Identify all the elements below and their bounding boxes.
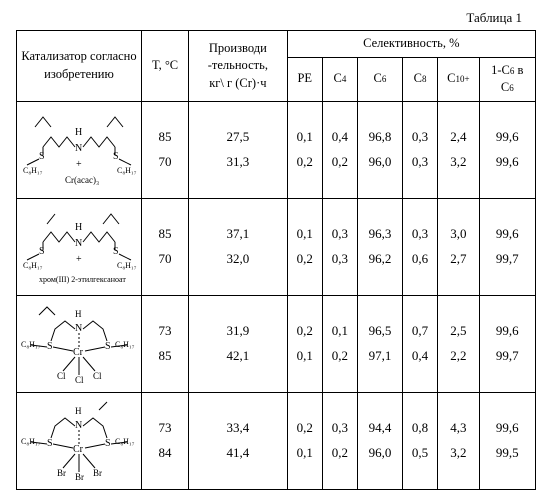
svg-text:N: N <box>75 143 82 154</box>
svg-text:S: S <box>105 438 111 449</box>
svg-text:N: N <box>75 323 82 334</box>
table-row: H N S S C₈H₁₇ C₈H₁₇ + хром(III) 2-этилге… <box>17 198 536 295</box>
cell-t: 8570 <box>142 198 189 295</box>
svg-text:C₈H₁₇: C₈H₁₇ <box>23 166 43 175</box>
svg-text:H: H <box>75 309 82 319</box>
cell-c4: 0,30,3 <box>322 198 357 295</box>
svg-text:S: S <box>47 341 53 352</box>
svg-text:C₈H₁₇: C₈H₁₇ <box>117 261 137 270</box>
svg-text:S: S <box>39 246 45 257</box>
svg-text:N: N <box>75 420 82 431</box>
col-c10: C10+ <box>438 57 479 101</box>
cell-c8: 0,30,6 <box>402 198 437 295</box>
cell-t: 8570 <box>142 101 189 198</box>
cell-prod: 27,531,3 <box>189 101 288 198</box>
svg-text:C₈H₁₇: C₈H₁₇ <box>23 261 43 270</box>
catalyst-structure-1: H N S S C₈H₁₇ C₈H₁₇ + Cr(acac)₃ <box>17 101 142 198</box>
svg-text:H: H <box>75 222 82 233</box>
cell-prod: 37,132,0 <box>189 198 288 295</box>
svg-text:Br: Br <box>57 468 66 478</box>
svg-text:Cl: Cl <box>75 375 84 385</box>
cell-c6f: 99,699,7 <box>479 198 535 295</box>
cell-c6: 96,597,1 <box>357 295 402 392</box>
svg-text:S: S <box>39 151 45 162</box>
col-pe: PE <box>287 57 322 101</box>
cell-c10: 2,43,2 <box>438 101 479 198</box>
svg-text:+: + <box>76 159 82 170</box>
svg-text:C₈H₁₇: C₈H₁₇ <box>21 437 41 446</box>
col-temp: T, °C <box>142 31 189 102</box>
col-c4: C4 <box>322 57 357 101</box>
table-caption: Таблица 1 <box>10 10 522 26</box>
svg-text:S: S <box>113 246 119 257</box>
svg-text:C₈H₁₇: C₈H₁₇ <box>117 166 137 175</box>
cr-ethylhex-label: хром(III) 2-этилгексаноат <box>39 275 126 284</box>
cell-c6: 94,496,0 <box>357 392 402 489</box>
table-row: H N S S Cr C₈H₁₇ C₈H₁₇ Br Br Br 7384 33,… <box>17 392 536 489</box>
col-catalyst: Катализатор согласно изобретению <box>17 31 142 102</box>
cell-c8: 0,30,3 <box>402 101 437 198</box>
svg-text:Cr: Cr <box>73 444 84 455</box>
cell-pe: 0,10,2 <box>287 198 322 295</box>
svg-text:C₈H₁₇: C₈H₁₇ <box>115 340 135 349</box>
cell-c10: 3,02,7 <box>438 198 479 295</box>
table-row: H N S S Cr C₈H₁₇ C₈H₁₇ Cl Cl Cl 7385 31,… <box>17 295 536 392</box>
col-c6: C6 <box>357 57 402 101</box>
cell-c10: 2,52,2 <box>438 295 479 392</box>
svg-text:S: S <box>105 341 111 352</box>
cell-pe: 0,20,1 <box>287 392 322 489</box>
catalyst-structure-3: H N S S Cr C₈H₁₇ C₈H₁₇ Cl Cl Cl <box>17 295 142 392</box>
cell-prod: 33,441,4 <box>189 392 288 489</box>
svg-text:H: H <box>75 127 82 138</box>
cell-c6: 96,396,2 <box>357 198 402 295</box>
cell-t: 7384 <box>142 392 189 489</box>
cell-t: 7385 <box>142 295 189 392</box>
cell-c4: 0,40,2 <box>322 101 357 198</box>
cell-pe: 0,10,2 <box>287 101 322 198</box>
cell-c4: 0,10,2 <box>322 295 357 392</box>
cell-c10: 4,33,2 <box>438 392 479 489</box>
col-c8: C8 <box>402 57 437 101</box>
cell-c8: 0,80,5 <box>402 392 437 489</box>
catalyst-structure-4: H N S S Cr C₈H₁₇ C₈H₁₇ Br Br Br <box>17 392 142 489</box>
svg-text:S: S <box>47 438 53 449</box>
cr-acac-label: Cr(acac)₃ <box>65 175 99 185</box>
svg-text:Br: Br <box>93 468 102 478</box>
col-productivity: Производи-тельность,кг\ г (Cr)·ч <box>189 31 288 102</box>
svg-text:Cr: Cr <box>73 347 84 358</box>
svg-text:+: + <box>76 254 82 265</box>
cell-c4: 0,30,2 <box>322 392 357 489</box>
svg-text:S: S <box>113 151 119 162</box>
cell-c8: 0,70,4 <box>402 295 437 392</box>
col-c6f: 1-C6 вC6 <box>479 57 535 101</box>
cell-c6: 96,896,0 <box>357 101 402 198</box>
col-selectivity: Селективность, % <box>287 31 535 58</box>
svg-text:Cl: Cl <box>57 371 66 381</box>
svg-text:H: H <box>75 406 82 416</box>
cell-c6f: 99,699,7 <box>479 295 535 392</box>
svg-text:Cl: Cl <box>93 371 102 381</box>
cell-c6f: 99,699,6 <box>479 101 535 198</box>
data-table: Катализатор согласно изобретению T, °C П… <box>16 30 536 490</box>
svg-text:C₈H₁₇: C₈H₁₇ <box>115 437 135 446</box>
cell-pe: 0,20,1 <box>287 295 322 392</box>
table-row: H N S S C₈H₁₇ C₈H₁₇ + Cr(acac)₃ 8570 27,… <box>17 101 536 198</box>
svg-text:C₈H₁₇: C₈H₁₇ <box>21 340 41 349</box>
svg-text:Br: Br <box>75 472 84 482</box>
cell-c6f: 99,699,5 <box>479 392 535 489</box>
catalyst-structure-2: H N S S C₈H₁₇ C₈H₁₇ + хром(III) 2-этилге… <box>17 198 142 295</box>
cell-prod: 31,942,1 <box>189 295 288 392</box>
svg-text:N: N <box>75 238 82 249</box>
